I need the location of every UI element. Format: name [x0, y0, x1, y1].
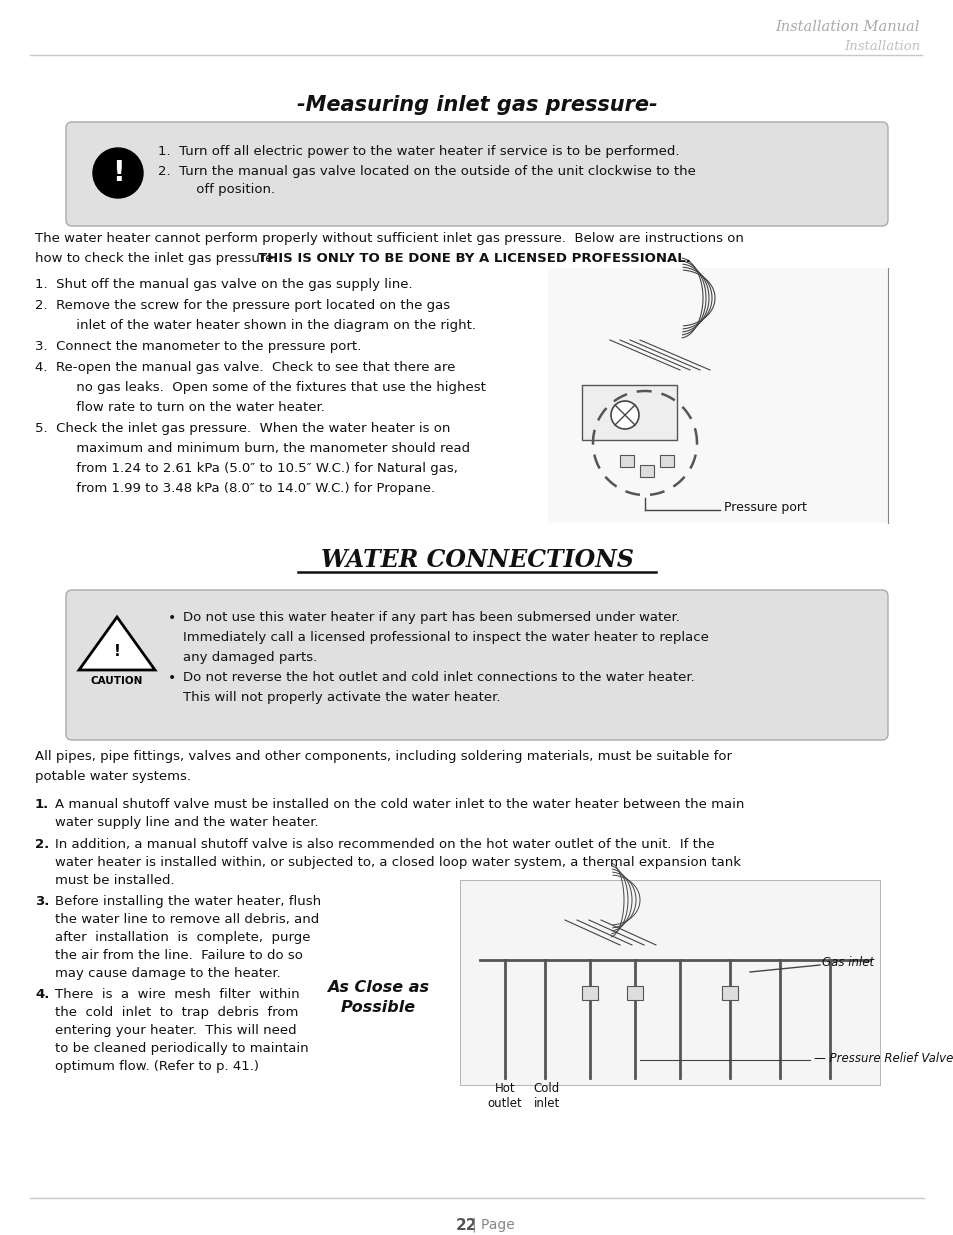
Circle shape — [92, 148, 143, 198]
Bar — [626, 986, 642, 1000]
Text: WATER CONNECTIONS: WATER CONNECTIONS — [320, 548, 633, 572]
Bar — [581, 385, 677, 440]
Text: Possible: Possible — [340, 1000, 416, 1015]
Text: after  installation  is  complete,  purge: after installation is complete, purge — [55, 931, 310, 944]
Text: — Pressure Relief Valve: — Pressure Relief Valve — [813, 1051, 952, 1065]
Text: Do not reverse the hot outlet and cold inlet connections to the water heater.: Do not reverse the hot outlet and cold i… — [183, 671, 694, 684]
Text: the water line to remove all debris, and: the water line to remove all debris, and — [55, 913, 319, 926]
Text: Installation: Installation — [842, 40, 919, 53]
Text: 1.  Shut off the manual gas valve on the gas supply line.: 1. Shut off the manual gas valve on the … — [35, 278, 413, 291]
Text: 2.: 2. — [35, 839, 50, 851]
Text: 4.: 4. — [35, 988, 50, 1002]
Text: There  is  a  wire  mesh  filter  within: There is a wire mesh filter within — [55, 988, 299, 1002]
Text: no gas leaks.  Open some of the fixtures that use the highest: no gas leaks. Open some of the fixtures … — [55, 382, 485, 394]
Text: from 1.24 to 2.61 kPa (5.0″ to 10.5″ W.C.) for Natural gas,: from 1.24 to 2.61 kPa (5.0″ to 10.5″ W.C… — [55, 462, 457, 475]
Text: -Measuring inlet gas pressure-: -Measuring inlet gas pressure- — [296, 95, 657, 115]
Text: optimum flow. (Refer to p. 41.): optimum flow. (Refer to p. 41.) — [55, 1060, 258, 1073]
Text: inlet of the water heater shown in the diagram on the right.: inlet of the water heater shown in the d… — [55, 319, 476, 332]
Text: All pipes, pipe fittings, valves and other components, including soldering mater: All pipes, pipe fittings, valves and oth… — [35, 750, 731, 763]
Polygon shape — [79, 618, 154, 671]
Text: the  cold  inlet  to  trap  debris  from: the cold inlet to trap debris from — [55, 1007, 298, 1019]
Text: 2.  Remove the screw for the pressure port located on the gas: 2. Remove the screw for the pressure por… — [35, 299, 450, 312]
Text: to be cleaned periodically to maintain: to be cleaned periodically to maintain — [55, 1042, 309, 1055]
Text: As Close as: As Close as — [327, 981, 429, 995]
Text: potable water systems.: potable water systems. — [35, 769, 191, 783]
Text: In addition, a manual shutoff valve is also recommended on the hot water outlet : In addition, a manual shutoff valve is a… — [55, 839, 714, 851]
Text: off position.: off position. — [174, 183, 274, 196]
Text: 3.  Connect the manometer to the pressure port.: 3. Connect the manometer to the pressure… — [35, 340, 361, 353]
Text: Gas inlet: Gas inlet — [821, 956, 873, 968]
Text: A manual shutoff valve must be installed on the cold water inlet to the water he: A manual shutoff valve must be installed… — [55, 798, 743, 811]
Text: may cause damage to the heater.: may cause damage to the heater. — [55, 967, 280, 981]
Bar — [721, 986, 738, 1000]
Text: •: • — [168, 671, 176, 685]
Text: 22: 22 — [456, 1218, 477, 1233]
Text: Hot
outlet: Hot outlet — [487, 1082, 522, 1110]
Text: | Page: | Page — [472, 1218, 515, 1233]
Bar — [639, 466, 654, 477]
Bar — [459, 881, 879, 1086]
Text: Pressure port: Pressure port — [723, 501, 806, 515]
Text: water heater is installed within, or subjected to, a closed loop water system, a: water heater is installed within, or sub… — [55, 856, 740, 869]
Bar — [547, 268, 887, 522]
Text: •: • — [168, 611, 176, 625]
Text: THIS IS ONLY TO BE DONE BY A LICENSED PROFESSIONAL.: THIS IS ONLY TO BE DONE BY A LICENSED PR… — [257, 252, 690, 266]
Text: !: ! — [113, 643, 120, 658]
Text: any damaged parts.: any damaged parts. — [183, 651, 317, 664]
Text: CAUTION: CAUTION — [91, 676, 143, 685]
Text: entering your heater.  This will need: entering your heater. This will need — [55, 1024, 296, 1037]
Text: maximum and minimum burn, the manometer should read: maximum and minimum burn, the manometer … — [55, 442, 470, 454]
Text: Installation Manual: Installation Manual — [775, 20, 919, 35]
Text: 5.  Check the inlet gas pressure.  When the water heater is on: 5. Check the inlet gas pressure. When th… — [35, 422, 450, 435]
Text: !: ! — [112, 159, 124, 186]
FancyBboxPatch shape — [66, 122, 887, 226]
Text: water supply line and the water heater.: water supply line and the water heater. — [55, 816, 318, 829]
Text: Cold
inlet: Cold inlet — [534, 1082, 559, 1110]
Text: This will not properly activate the water heater.: This will not properly activate the wate… — [183, 692, 500, 704]
Text: The water heater cannot perform properly without sufficient inlet gas pressure. : The water heater cannot perform properly… — [35, 232, 743, 245]
Text: the air from the line.  Failure to do so: the air from the line. Failure to do so — [55, 948, 302, 962]
Bar — [581, 986, 598, 1000]
Text: must be installed.: must be installed. — [55, 874, 174, 887]
Text: Do not use this water heater if any part has been submersed under water.: Do not use this water heater if any part… — [183, 611, 679, 624]
Text: Immediately call a licensed professional to inspect the water heater to replace: Immediately call a licensed professional… — [183, 631, 708, 643]
Text: 1.  Turn off all electric power to the water heater if service is to be performe: 1. Turn off all electric power to the wa… — [158, 144, 679, 158]
Bar — [659, 454, 673, 467]
Text: how to check the inlet gas pressure.: how to check the inlet gas pressure. — [35, 252, 286, 266]
Text: 4.  Re-open the manual gas valve.  Check to see that there are: 4. Re-open the manual gas valve. Check t… — [35, 361, 455, 374]
Text: Before installing the water heater, flush: Before installing the water heater, flus… — [55, 895, 321, 908]
FancyBboxPatch shape — [66, 590, 887, 740]
Text: 1.: 1. — [35, 798, 50, 811]
Text: from 1.99 to 3.48 kPa (8.0″ to 14.0″ W.C.) for Propane.: from 1.99 to 3.48 kPa (8.0″ to 14.0″ W.C… — [55, 482, 435, 495]
Text: 2.  Turn the manual gas valve located on the outside of the unit clockwise to th: 2. Turn the manual gas valve located on … — [158, 165, 695, 178]
Circle shape — [610, 401, 639, 429]
Text: flow rate to turn on the water heater.: flow rate to turn on the water heater. — [55, 401, 325, 414]
Text: 3.: 3. — [35, 895, 50, 908]
Bar — [619, 454, 634, 467]
